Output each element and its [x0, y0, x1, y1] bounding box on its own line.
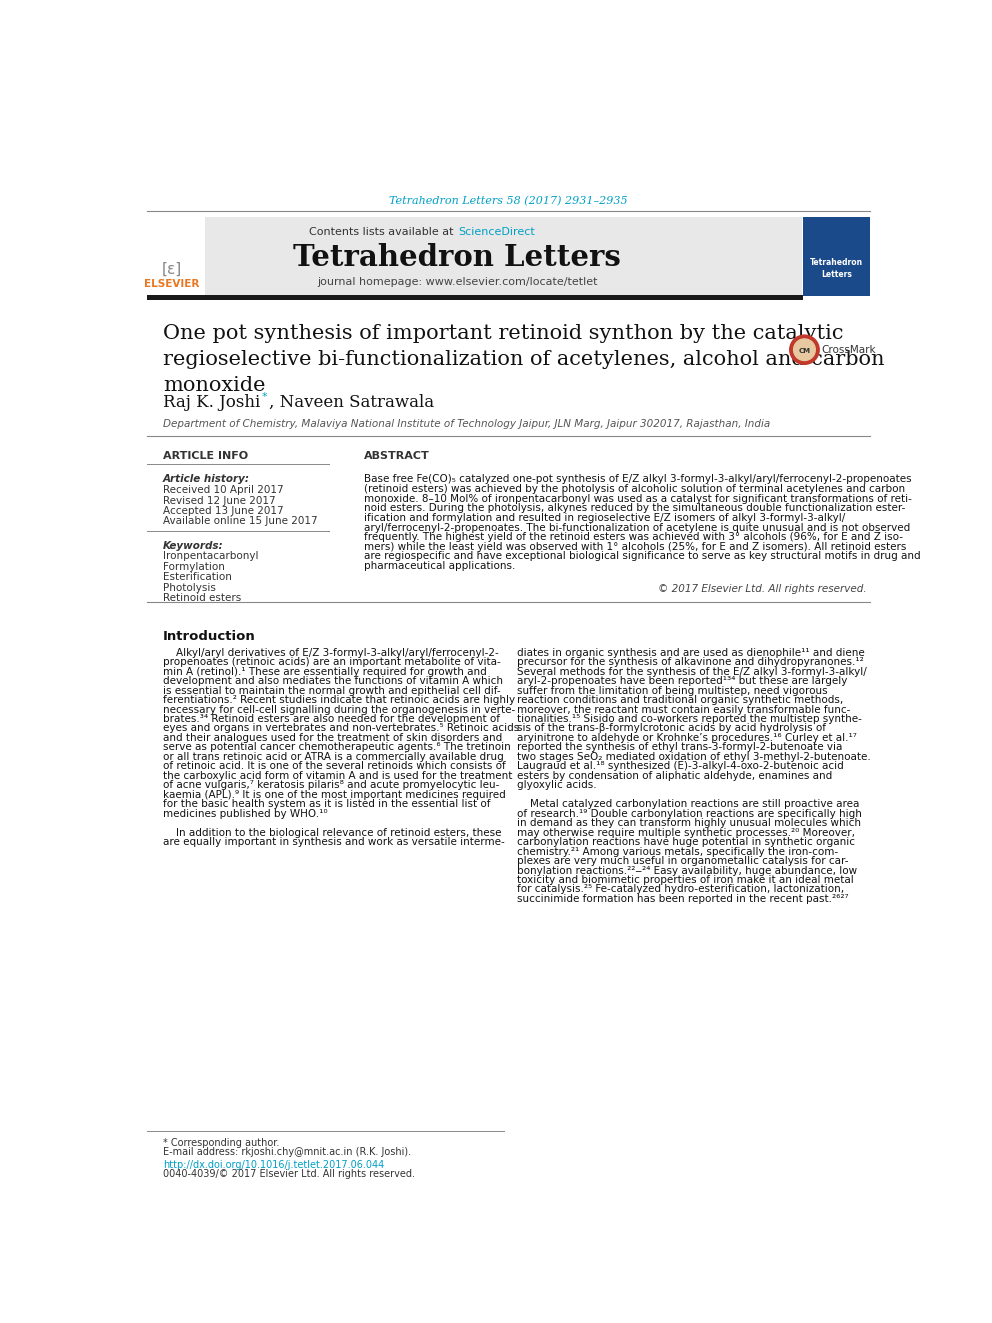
Text: of retinoic acid. It is one of the several retinoids which consists of: of retinoic acid. It is one of the sever…	[163, 761, 506, 771]
Text: for catalysis.²⁵ Fe-catalyzed hydro-esterification, lactonization,: for catalysis.²⁵ Fe-catalyzed hydro-este…	[517, 885, 844, 894]
Text: CrossMark: CrossMark	[821, 345, 876, 355]
Text: Accepted 13 June 2017: Accepted 13 June 2017	[163, 505, 284, 516]
Text: Several methods for the synthesis of the E/Z alkyl 3-formyl-3-alkyl/: Several methods for the synthesis of the…	[517, 667, 867, 676]
Text: Metal catalyzed carbonylation reactions are still proactive area: Metal catalyzed carbonylation reactions …	[517, 799, 859, 810]
Text: glyoxylic acids.: glyoxylic acids.	[517, 781, 596, 790]
Text: Esterification: Esterification	[163, 573, 231, 582]
Text: http://dx.doi.org/10.1016/j.tetlet.2017.06.044: http://dx.doi.org/10.1016/j.tetlet.2017.…	[163, 1160, 384, 1170]
Text: sis of the trans-β-formylcrotonic acids by acid hydrolysis of: sis of the trans-β-formylcrotonic acids …	[517, 724, 826, 733]
Text: esters by condensation of aliphatic aldehyde, enamines and: esters by condensation of aliphatic alde…	[517, 771, 832, 781]
Text: reported the synthesis of ethyl trans-3-formyl-2-butenoate via: reported the synthesis of ethyl trans-3-…	[517, 742, 842, 753]
Text: In addition to the biological relevance of retinoid esters, these: In addition to the biological relevance …	[163, 828, 501, 837]
Text: *: *	[262, 392, 268, 402]
Text: toxicity and biomimetic properties of iron make it an ideal metal: toxicity and biomimetic properties of ir…	[517, 875, 854, 885]
Circle shape	[790, 335, 819, 364]
Text: ARTICLE INFO: ARTICLE INFO	[163, 451, 248, 462]
Text: Department of Chemistry, Malaviya National Institute of Technology Jaipur, JLN M: Department of Chemistry, Malaviya Nation…	[163, 419, 770, 429]
Text: bonylation reactions.²²‒²⁴ Easy availability, huge abundance, low: bonylation reactions.²²‒²⁴ Easy availabi…	[517, 865, 857, 876]
Text: Retinoid esters: Retinoid esters	[163, 593, 241, 603]
Text: Ironpentacarbonyl: Ironpentacarbonyl	[163, 552, 258, 561]
Text: or all trans retinoic acid or ATRA is a commercially available drug: or all trans retinoic acid or ATRA is a …	[163, 751, 504, 762]
Text: ification and formylation and resulted in regioselective E/Z isomers of alkyl 3-: ification and formylation and resulted i…	[364, 513, 845, 523]
Text: are regiospecific and have exceptional biological significance to serve as key s: are regiospecific and have exceptional b…	[364, 552, 921, 561]
Text: precursor for the synthesis of alkavinone and dihydropyranones.¹²: precursor for the synthesis of alkavinon…	[517, 658, 864, 667]
Text: aryl/ferrocenyl-2-propenoates. The bi-functionalization of acetylene is quite un: aryl/ferrocenyl-2-propenoates. The bi-fu…	[364, 523, 911, 533]
Text: © 2017 Elsevier Ltd. All rights reserved.: © 2017 Elsevier Ltd. All rights reserved…	[658, 583, 866, 594]
Circle shape	[794, 339, 815, 360]
Text: tionalities.¹⁵ Sisido and co-workers reported the multistep synthe-: tionalities.¹⁵ Sisido and co-workers rep…	[517, 714, 862, 724]
Text: diates in organic synthesis and are used as dienophile¹¹ and diene: diates in organic synthesis and are used…	[517, 648, 865, 658]
Text: of acne vulgaris,⁷ keratosis pilaris⁸ and acute promyelocytic leu-: of acne vulgaris,⁷ keratosis pilaris⁸ an…	[163, 781, 499, 790]
Text: monoxide. 8–10 Mol% of ironpentacarbonyl was used as a catalyst for significant : monoxide. 8–10 Mol% of ironpentacarbonyl…	[364, 493, 912, 504]
Text: propenoates (retinoic acids) are an important metabolite of vita-: propenoates (retinoic acids) are an impo…	[163, 658, 501, 667]
Text: carbonylation reactions have huge potential in synthetic organic: carbonylation reactions have huge potent…	[517, 837, 855, 847]
Text: pharmaceutical applications.: pharmaceutical applications.	[364, 561, 516, 572]
Bar	[183, 217, 803, 296]
Text: plexes are very much useful in organometallic catalysis for car-: plexes are very much useful in organomet…	[517, 856, 848, 867]
Bar	[147, 217, 205, 296]
Text: is essential to maintain the normal growth and epithelial cell dif-: is essential to maintain the normal grow…	[163, 685, 500, 696]
Text: * Corresponding author.: * Corresponding author.	[163, 1138, 279, 1148]
Text: 0040-4039/© 2017 Elsevier Ltd. All rights reserved.: 0040-4039/© 2017 Elsevier Ltd. All right…	[163, 1170, 415, 1179]
Text: Alkyl/aryl derivatives of E/Z 3-formyl-3-alkyl/aryl/ferrocenyl-2-: Alkyl/aryl derivatives of E/Z 3-formyl-3…	[163, 648, 499, 658]
Text: , Naveen Satrawala: , Naveen Satrawala	[269, 394, 434, 410]
Text: frequently. The highest yield of the retinoid esters was achieved with 3° alcoho: frequently. The highest yield of the ret…	[364, 532, 904, 542]
Text: may otherwise require multiple synthetic processes.²⁰ Moreover,: may otherwise require multiple synthetic…	[517, 828, 855, 837]
Text: succinimide formation has been reported in the recent past.²⁶²⁷: succinimide formation has been reported …	[517, 894, 848, 904]
Text: and their analogues used for the treatment of skin disorders and: and their analogues used for the treatme…	[163, 733, 502, 744]
Text: chemistry.²¹ Among various metals, specifically the iron-com-: chemistry.²¹ Among various metals, speci…	[517, 847, 838, 856]
Text: journal homepage: www.elsevier.com/locate/tetlet: journal homepage: www.elsevier.com/locat…	[317, 277, 597, 287]
Text: reaction conditions and traditional organic synthetic methods,: reaction conditions and traditional orga…	[517, 695, 843, 705]
Text: moreover, the reactant must contain easily transformable func-: moreover, the reactant must contain easi…	[517, 705, 850, 714]
Text: the carboxylic acid form of vitamin A and is used for the treatment: the carboxylic acid form of vitamin A an…	[163, 771, 512, 781]
Text: Laugraud et al.¹⁸ synthesized (E)-3-alkyl-4-oxo-2-butenoic acid: Laugraud et al.¹⁸ synthesized (E)-3-alky…	[517, 761, 843, 771]
Text: (retinoid esters) was achieved by the photolysis of alcoholic solution of termin: (retinoid esters) was achieved by the ph…	[364, 484, 906, 493]
Text: Introduction: Introduction	[163, 630, 256, 643]
Text: Article history:: Article history:	[163, 475, 250, 484]
Text: Tetrahedron
Letters: Tetrahedron Letters	[809, 258, 863, 279]
Text: ferentiations.² Recent studies indicate that retinoic acids are highly: ferentiations.² Recent studies indicate …	[163, 695, 515, 705]
Text: ScienceDirect: ScienceDirect	[458, 228, 535, 237]
Text: Base free Fe(CO)₅ catalyzed one-pot synthesis of E/Z alkyl 3-formyl-3-alkyl/aryl: Base free Fe(CO)₅ catalyzed one-pot synt…	[364, 475, 912, 484]
Bar	[803, 217, 870, 296]
Text: ELSEVIER: ELSEVIER	[145, 279, 199, 290]
Text: noid esters. During the photolysis, alkynes reduced by the simultaneous double f: noid esters. During the photolysis, alky…	[364, 503, 906, 513]
Text: aryinitrone to aldehyde or Krohnke’s procedures.¹⁶ Curley et al.¹⁷: aryinitrone to aldehyde or Krohnke’s pro…	[517, 733, 857, 744]
Text: Raj K. Joshi: Raj K. Joshi	[163, 394, 260, 410]
Text: min A (retinol).¹ These are essentially required for growth and: min A (retinol).¹ These are essentially …	[163, 667, 486, 676]
Text: Formylation: Formylation	[163, 562, 224, 572]
Text: One pot synthesis of important retinoid synthon by the catalytic
regioselective : One pot synthesis of important retinoid …	[163, 324, 884, 394]
Text: mers) while the least yield was observed with 1° alcohols (25%, for E and Z isom: mers) while the least yield was observed…	[364, 542, 907, 552]
Text: suffer from the limitation of being multistep, need vigorous: suffer from the limitation of being mult…	[517, 685, 827, 696]
Text: two stages SeO₂ mediated oxidation of ethyl 3-methyl-2-butenoate.: two stages SeO₂ mediated oxidation of et…	[517, 751, 871, 762]
Text: aryl-2-propenoates have been reported¹³⁴ but these are largely: aryl-2-propenoates have been reported¹³⁴…	[517, 676, 847, 687]
Text: [ε]: [ε]	[162, 262, 183, 277]
Text: Received 10 April 2017: Received 10 April 2017	[163, 486, 284, 495]
Text: Keywords:: Keywords:	[163, 541, 223, 550]
Text: for the basic health system as it is listed in the essential list of: for the basic health system as it is lis…	[163, 799, 490, 810]
Text: Revised 12 June 2017: Revised 12 June 2017	[163, 496, 276, 505]
Bar	[147, 295, 803, 300]
Text: brates.³⁴ Retinoid esters are also needed for the development of: brates.³⁴ Retinoid esters are also neede…	[163, 714, 500, 724]
Text: Available online 15 June 2017: Available online 15 June 2017	[163, 516, 317, 527]
Text: in demand as they can transform highly unusual molecules which: in demand as they can transform highly u…	[517, 818, 861, 828]
Text: medicines published by WHO.¹⁰: medicines published by WHO.¹⁰	[163, 808, 327, 819]
Text: of research.¹⁹ Double carbonylation reactions are specifically high: of research.¹⁹ Double carbonylation reac…	[517, 808, 862, 819]
Text: kaemia (APL).⁹ It is one of the most important medicines required: kaemia (APL).⁹ It is one of the most imp…	[163, 790, 506, 800]
Text: Tetrahedron Letters: Tetrahedron Letters	[294, 243, 621, 271]
Text: eyes and organs in vertebrates and non-vertebrates.⁵ Retinoic acids: eyes and organs in vertebrates and non-v…	[163, 724, 519, 733]
Text: are equally important in synthesis and work as versatile interme-: are equally important in synthesis and w…	[163, 837, 505, 847]
Text: CM: CM	[799, 348, 810, 355]
Text: ABSTRACT: ABSTRACT	[364, 451, 430, 462]
Text: Tetrahedron Letters 58 (2017) 2931–2935: Tetrahedron Letters 58 (2017) 2931–2935	[389, 196, 628, 206]
Text: development and also mediates the functions of vitamin A which: development and also mediates the functi…	[163, 676, 503, 687]
Text: serve as potential cancer chemotherapeutic agents.⁶ The tretinoin: serve as potential cancer chemotherapeut…	[163, 742, 511, 753]
Text: Contents lists available at: Contents lists available at	[310, 228, 457, 237]
Text: Photolysis: Photolysis	[163, 582, 215, 593]
Text: E-mail address: rkjoshi.chy@mnit.ac.in (R.K. Joshi).: E-mail address: rkjoshi.chy@mnit.ac.in (…	[163, 1147, 411, 1158]
Text: necessary for cell-cell signalling during the organogenesis in verte-: necessary for cell-cell signalling durin…	[163, 705, 515, 714]
